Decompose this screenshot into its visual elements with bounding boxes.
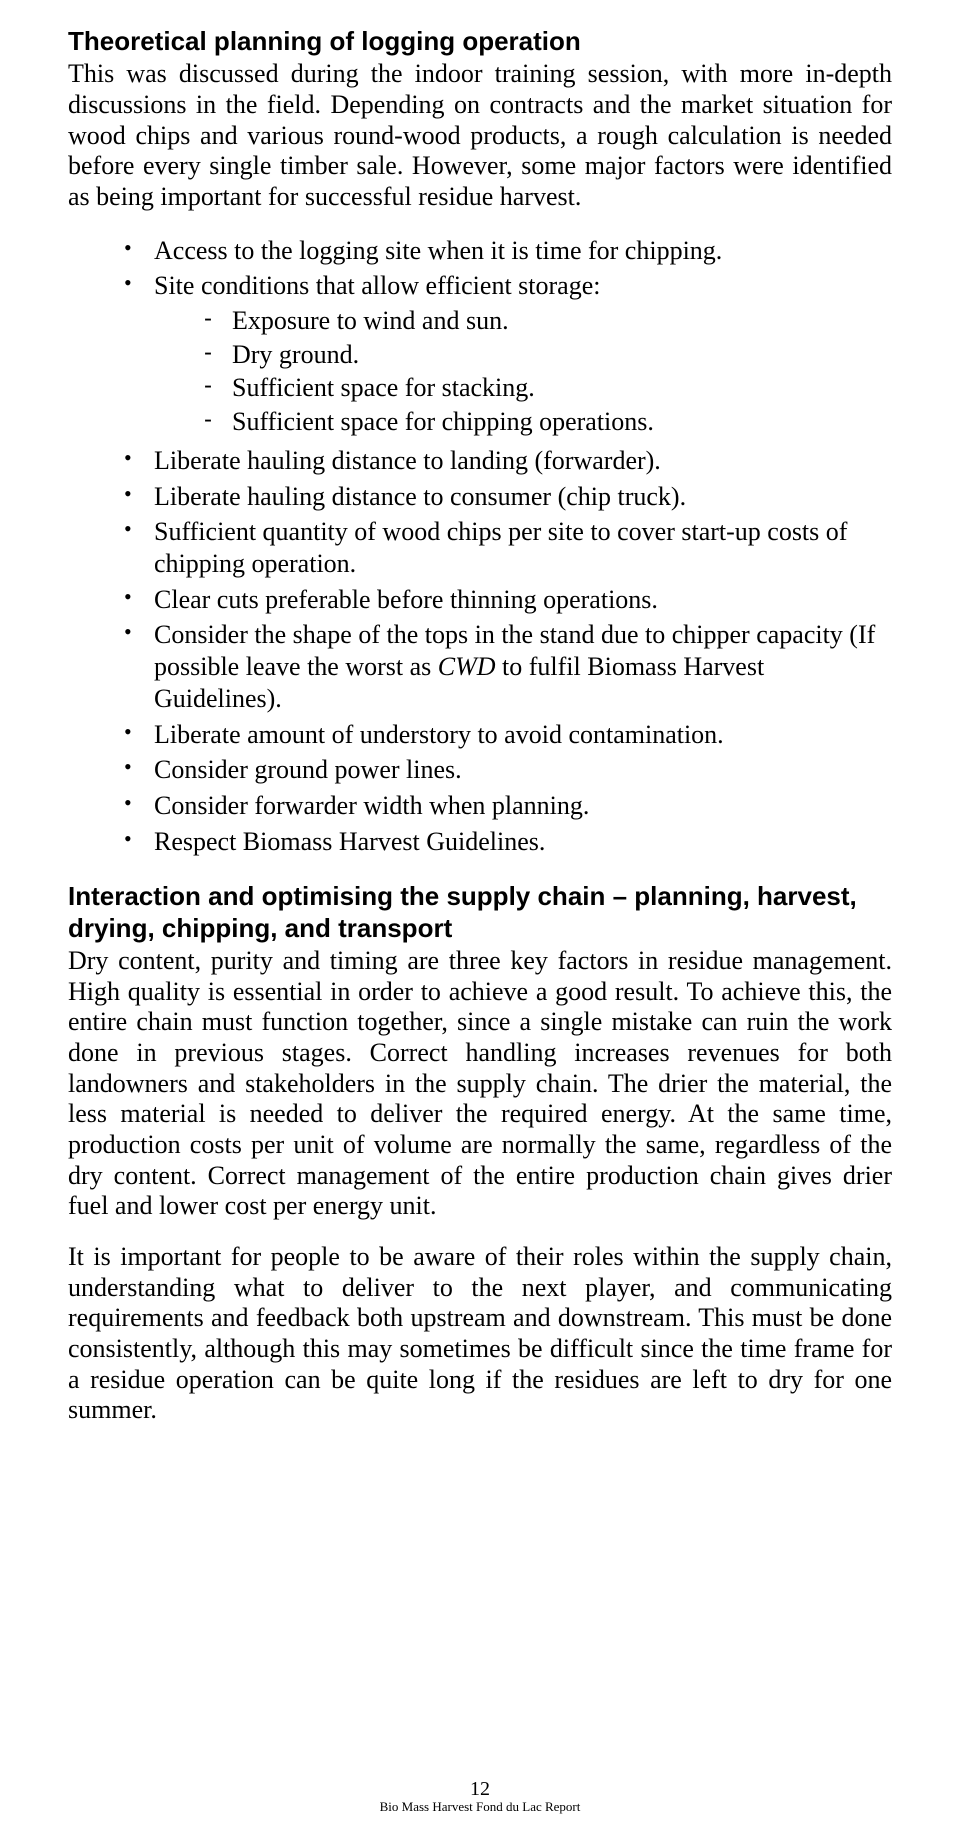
- footer-title: Bio Mass Harvest Fond du Lac Report: [0, 1800, 960, 1814]
- page: Theoretical planning of logging operatio…: [0, 0, 960, 1830]
- list-item: Dry ground.: [204, 338, 892, 372]
- section2-heading: Interaction and optimising the supply ch…: [68, 881, 892, 943]
- list-item: Consider forwarder width when planning.: [124, 788, 892, 824]
- page-number: 12: [0, 1778, 960, 1800]
- list-item: Clear cuts preferable before thinning op…: [124, 582, 892, 618]
- list-item: Consider ground power lines.: [124, 752, 892, 788]
- section2-para2: It is important for people to be aware o…: [68, 1242, 892, 1426]
- section2-para1: Dry content, purity and timing are three…: [68, 946, 892, 1222]
- section1-intro: This was discussed during the indoor tra…: [68, 59, 892, 212]
- list-item: Access to the logging site when it is ti…: [124, 233, 892, 269]
- italic-text: CWD: [438, 652, 496, 681]
- list-item: Liberate hauling distance to landing (fo…: [124, 443, 892, 479]
- list-item: Site conditions that allow efficient sto…: [124, 268, 892, 443]
- list-item: Sufficient quantity of wood chips per si…: [124, 514, 892, 581]
- list-item: Sufficient space for chipping operations…: [204, 405, 892, 439]
- list-item: Exposure to wind and sun.: [204, 304, 892, 338]
- list-item: Liberate amount of understory to avoid c…: [124, 717, 892, 753]
- list-item: Liberate hauling distance to consumer (c…: [124, 479, 892, 515]
- list-item-label: Site conditions that allow efficient sto…: [154, 271, 600, 300]
- list-item: Respect Biomass Harvest Guidelines.: [124, 824, 892, 860]
- page-footer: 12 Bio Mass Harvest Fond du Lac Report: [0, 1778, 960, 1814]
- section1-heading: Theoretical planning of logging operatio…: [68, 26, 892, 57]
- list-item: Sufficient space for stacking.: [204, 371, 892, 405]
- list-item: Consider the shape of the tops in the st…: [124, 617, 892, 716]
- section1-sublist: Exposure to wind and sun. Dry ground. Su…: [154, 304, 892, 439]
- section1-bullets: Access to the logging site when it is ti…: [68, 233, 892, 860]
